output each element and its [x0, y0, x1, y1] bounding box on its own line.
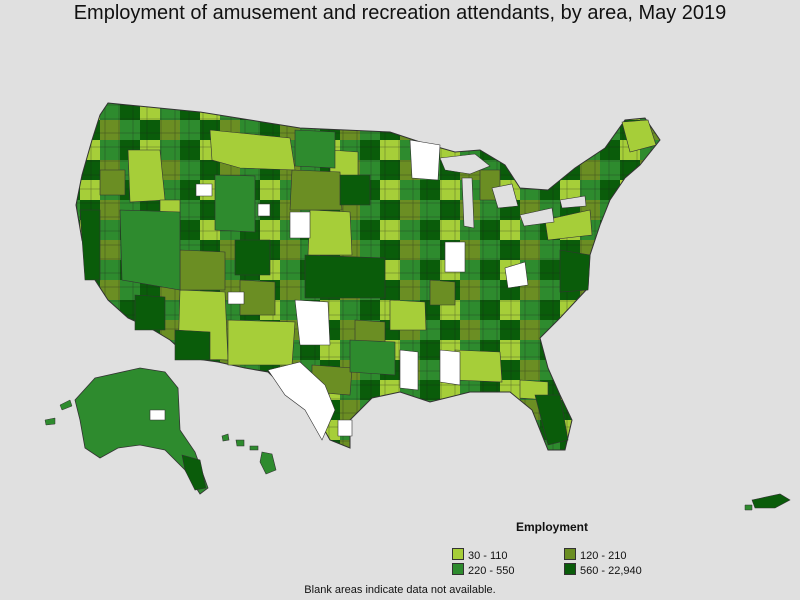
contiguous-us — [75, 102, 661, 451]
region-560-22940 — [79, 174, 591, 446]
legend-title: Employment — [516, 520, 589, 534]
region-30-110 — [127, 119, 657, 401]
legend-label: 30 - 110 — [468, 550, 508, 562]
blank-areas — [195, 139, 529, 441]
legend-item-30-110: 30 - 110 — [452, 548, 508, 562]
map-title: Employment of amusement and recreation a… — [73, 2, 727, 24]
region-220-550 — [119, 129, 396, 376]
legend-swatch — [452, 548, 464, 560]
legend-item-560-22940: 560 - 22,940 — [564, 563, 642, 577]
legend-label: 220 - 550 — [468, 565, 515, 577]
alaska — [44, 367, 209, 495]
great-lakes — [439, 153, 587, 229]
hawaii — [221, 433, 277, 475]
legend-item-120-210: 120 - 210 — [564, 548, 626, 562]
footnote: Blank areas indicate data not available. — [304, 584, 496, 596]
legend-label: 560 - 22,940 — [580, 565, 642, 577]
legend: Employment 30 - 110 120 - 210 220 - 550 … — [448, 520, 678, 580]
puerto-rico — [744, 493, 791, 511]
legend-swatch — [452, 563, 464, 575]
legend-swatch — [564, 563, 576, 575]
legend-swatch — [564, 548, 576, 560]
legend-item-220-550: 220 - 550 — [452, 563, 514, 577]
legend-label: 120 - 210 — [580, 550, 627, 562]
